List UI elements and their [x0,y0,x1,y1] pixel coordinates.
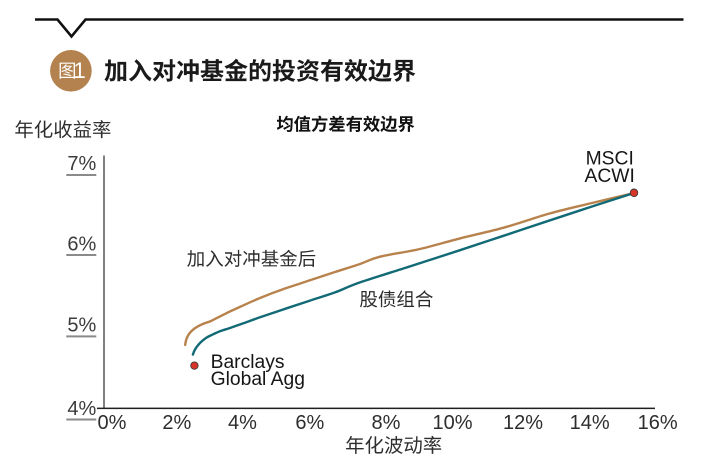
svg-text:14%: 14% [570,412,610,434]
svg-text:6%: 6% [67,233,96,255]
svg-text:8%: 8% [372,412,401,434]
svg-text:4%: 4% [228,412,257,434]
svg-text:5%: 5% [67,315,96,337]
svg-text:ACWI: ACWI [585,166,635,187]
svg-text:0%: 0% [98,412,127,434]
svg-text:7%: 7% [67,153,96,175]
svg-text:16%: 16% [638,412,678,434]
svg-text:10%: 10% [432,412,472,434]
svg-text:6%: 6% [295,412,324,434]
svg-text:Barclays: Barclays [211,352,285,373]
svg-text:MSCI: MSCI [586,149,634,170]
svg-text:12%: 12% [503,412,543,434]
svg-text:Global Agg: Global Agg [211,369,305,390]
svg-text:4%: 4% [67,398,96,420]
svg-text:2%: 2% [162,412,191,434]
